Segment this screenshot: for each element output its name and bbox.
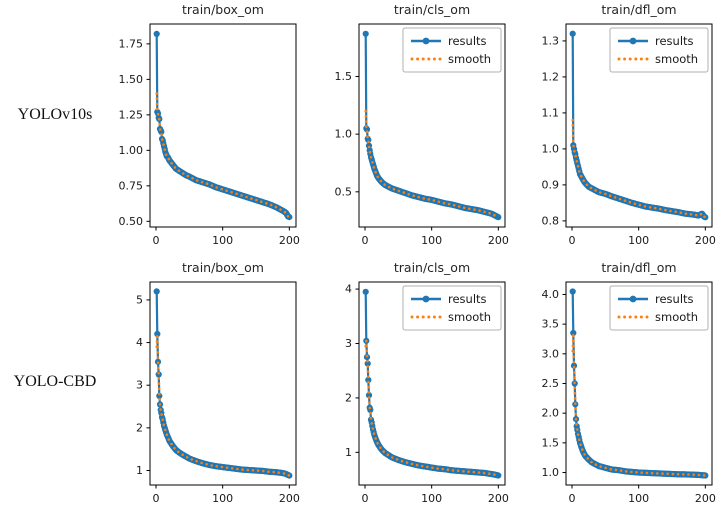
svg-text:smooth: smooth bbox=[448, 310, 491, 324]
legend: results smooth bbox=[609, 27, 709, 73]
svg-text:1: 1 bbox=[345, 446, 352, 459]
svg-text:100: 100 bbox=[212, 492, 233, 505]
legend: results smooth bbox=[402, 285, 502, 331]
svg-text:smooth: smooth bbox=[655, 310, 698, 324]
svg-text:0.9: 0.9 bbox=[542, 178, 560, 191]
svg-text:3.0: 3.0 bbox=[542, 347, 560, 360]
svg-text:4: 4 bbox=[136, 336, 143, 349]
plot-canvas-yolov10s-cls-om: 0.5 1.0 1.5 0 100 200 results smooth bbox=[335, 23, 509, 247]
plot-title: train/box_om bbox=[182, 2, 264, 17]
svg-text:2: 2 bbox=[136, 421, 143, 434]
svg-text:0: 0 bbox=[153, 234, 160, 247]
svg-text:3: 3 bbox=[345, 337, 352, 350]
svg-text:1.2: 1.2 bbox=[542, 70, 560, 83]
svg-text:200: 200 bbox=[695, 234, 716, 247]
svg-text:100: 100 bbox=[628, 492, 649, 505]
svg-text:1.0: 1.0 bbox=[335, 128, 353, 141]
svg-text:1: 1 bbox=[136, 464, 143, 477]
subplot-yolo-cbd-dfl-om: train/dfl_om 1.0 1.5 2.0 2.5 3.0 3.5 4.0 0 100 20… bbox=[511, 260, 720, 516]
subplot-yolov10s-cls-om: train/cls_om 0.5 1.0 1.5 0 100 200 results smoo… bbox=[304, 2, 513, 260]
svg-text:0.8: 0.8 bbox=[542, 214, 560, 227]
svg-text:results: results bbox=[448, 34, 487, 48]
svg-text:3.5: 3.5 bbox=[542, 318, 560, 331]
svg-text:1.00: 1.00 bbox=[119, 144, 144, 157]
svg-text:100: 100 bbox=[212, 234, 233, 247]
plot-title: train/dfl_om bbox=[601, 2, 677, 17]
plot-canvas-yolov10s-dfl-om: 0.8 0.9 1.0 1.1 1.2 1.3 0 100 200 results smooth bbox=[542, 23, 716, 247]
svg-text:1.1: 1.1 bbox=[542, 106, 560, 119]
svg-text:200: 200 bbox=[488, 492, 509, 505]
plot-canvas-yolo-cbd-box-om: 1 2 3 4 5 0 100 200 bbox=[136, 281, 300, 505]
svg-text:2.0: 2.0 bbox=[542, 407, 560, 420]
svg-text:smooth: smooth bbox=[655, 52, 698, 66]
svg-text:4: 4 bbox=[345, 283, 352, 296]
svg-text:100: 100 bbox=[628, 234, 649, 247]
subplot-yolo-cbd-cls-om: train/cls_om 1 2 3 4 0 100 200 results smooth bbox=[304, 260, 513, 516]
svg-text:0.5: 0.5 bbox=[335, 185, 353, 198]
svg-text:2.5: 2.5 bbox=[542, 377, 560, 390]
row-label-yolov10s: YOLOv10s bbox=[17, 106, 93, 123]
svg-text:1.0: 1.0 bbox=[542, 142, 560, 155]
subplot-yolov10s-box-om: train/box_om 0.50 0.75 1.00 1.25 1.50 1.75 0 10… bbox=[95, 2, 304, 260]
svg-text:200: 200 bbox=[279, 492, 300, 505]
svg-text:1.75: 1.75 bbox=[119, 37, 144, 50]
subplot-yolov10s-dfl-om: train/dfl_om 0.8 0.9 1.0 1.1 1.2 1.3 0 100 200 re… bbox=[511, 2, 720, 260]
subplot-yolo-cbd-box-om: train/box_om 1 2 3 4 5 0 100 200 bbox=[95, 260, 304, 516]
svg-text:0: 0 bbox=[153, 492, 160, 505]
legend: results smooth bbox=[609, 285, 709, 331]
svg-text:results: results bbox=[448, 292, 487, 306]
svg-text:5: 5 bbox=[136, 293, 143, 306]
svg-text:0: 0 bbox=[362, 492, 369, 505]
svg-text:100: 100 bbox=[421, 492, 442, 505]
plot-canvas-yolo-cbd-cls-om: 1 2 3 4 0 100 200 results smooth bbox=[345, 281, 509, 505]
svg-text:3: 3 bbox=[136, 379, 143, 392]
plot-title: train/box_om bbox=[182, 260, 264, 275]
legend: results smooth bbox=[402, 27, 502, 73]
plot-canvas-yolo-cbd-dfl-om: 1.0 1.5 2.0 2.5 3.0 3.5 4.0 0 100 200 results smoot… bbox=[542, 281, 716, 505]
svg-text:1.50: 1.50 bbox=[119, 73, 144, 86]
svg-text:1.0: 1.0 bbox=[542, 466, 560, 479]
svg-text:0: 0 bbox=[569, 492, 576, 505]
svg-text:0: 0 bbox=[569, 234, 576, 247]
svg-text:results: results bbox=[655, 292, 694, 306]
svg-text:0.75: 0.75 bbox=[119, 179, 144, 192]
svg-text:results: results bbox=[655, 34, 694, 48]
svg-text:1.25: 1.25 bbox=[119, 108, 144, 121]
svg-text:200: 200 bbox=[488, 234, 509, 247]
plot-title: train/dfl_om bbox=[601, 260, 677, 275]
plot-title: train/cls_om bbox=[393, 260, 471, 275]
row-label-yolo-cbd: YOLO-CBD bbox=[13, 373, 97, 390]
svg-text:200: 200 bbox=[695, 492, 716, 505]
svg-text:0: 0 bbox=[362, 234, 369, 247]
svg-text:1.3: 1.3 bbox=[542, 34, 560, 47]
svg-text:2: 2 bbox=[345, 391, 352, 404]
svg-text:200: 200 bbox=[279, 234, 300, 247]
svg-text:smooth: smooth bbox=[448, 52, 491, 66]
svg-text:0.50: 0.50 bbox=[119, 215, 144, 228]
svg-text:100: 100 bbox=[421, 234, 442, 247]
svg-text:4.0: 4.0 bbox=[542, 288, 560, 301]
plot-title: train/cls_om bbox=[393, 2, 471, 17]
svg-text:1.5: 1.5 bbox=[542, 436, 560, 449]
plot-canvas-yolov10s-box-om: 0.50 0.75 1.00 1.25 1.50 1.75 0 100 200 bbox=[119, 23, 300, 247]
svg-text:1.5: 1.5 bbox=[335, 70, 353, 83]
